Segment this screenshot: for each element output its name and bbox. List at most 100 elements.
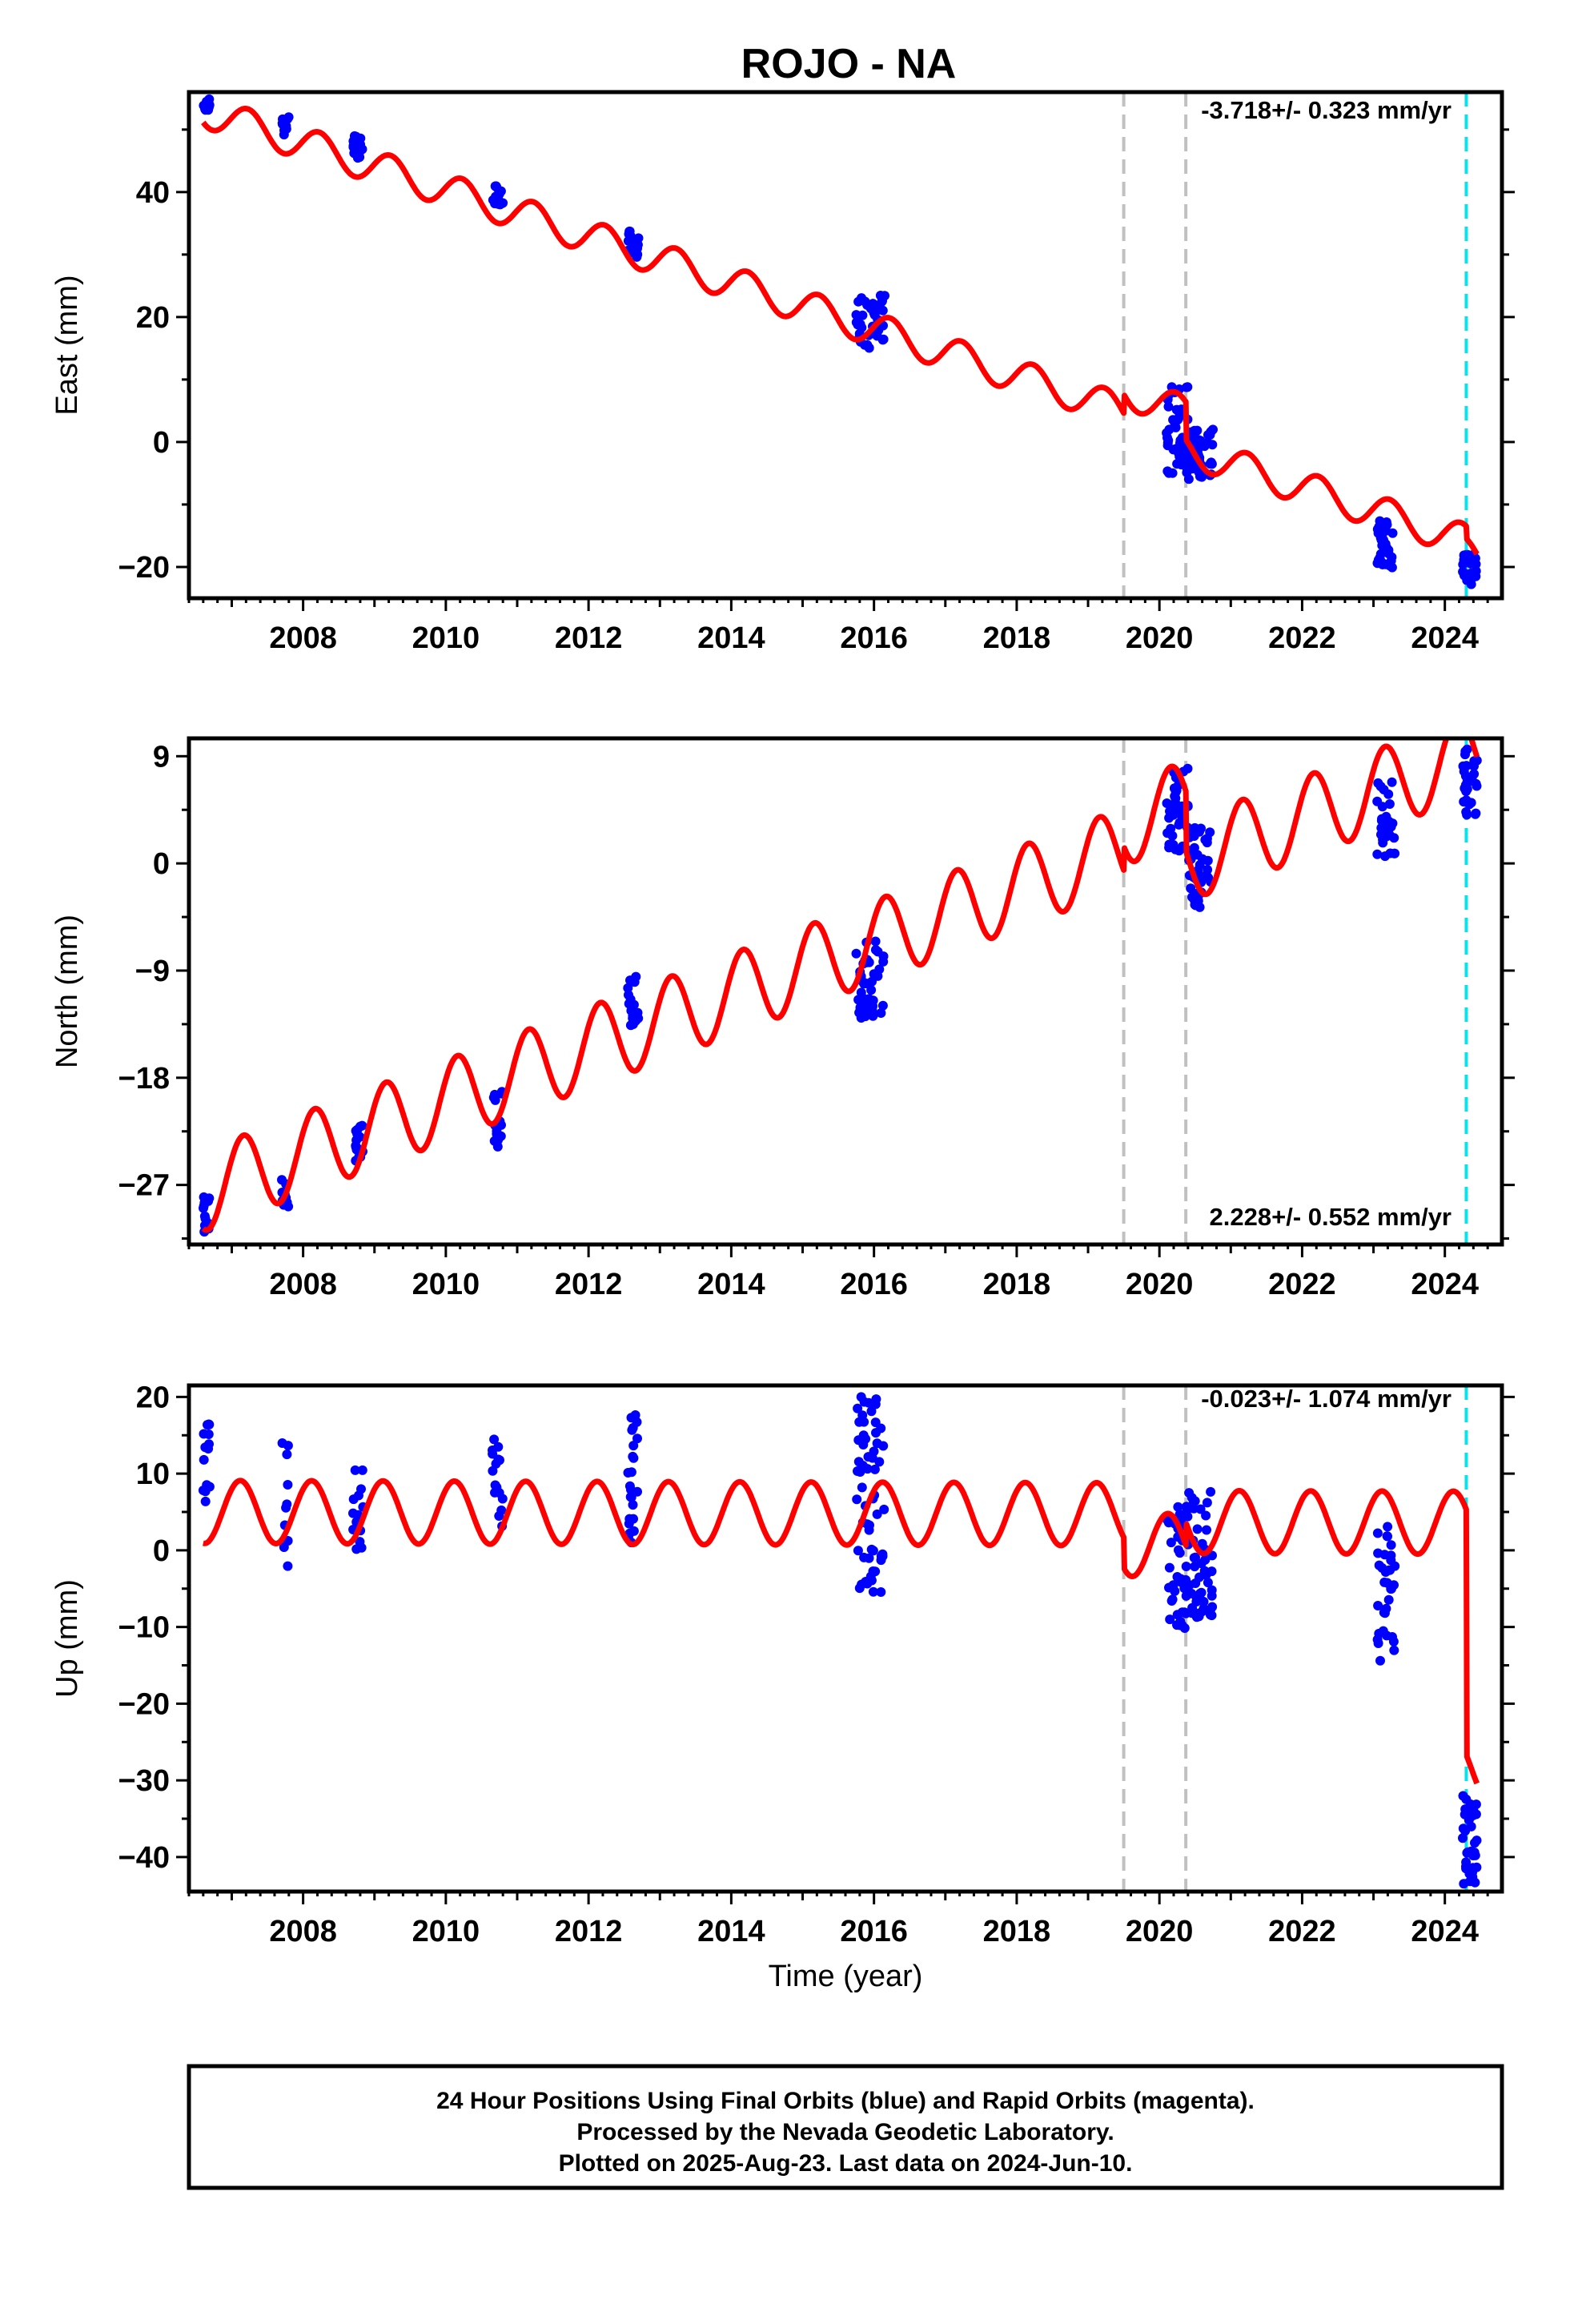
data-point <box>877 1551 888 1562</box>
data-point <box>628 1451 638 1462</box>
data-point <box>1173 415 1183 425</box>
data-point <box>1460 746 1471 757</box>
data-point <box>489 1136 500 1146</box>
data-point <box>1387 562 1397 573</box>
data-point <box>1372 1528 1383 1538</box>
data-point <box>1377 802 1387 812</box>
data-point <box>852 1494 862 1505</box>
data-point <box>1184 1580 1195 1590</box>
data-point <box>1458 1791 1468 1801</box>
data-point <box>1376 557 1387 567</box>
data-point <box>870 1417 881 1428</box>
y-tick-label: 0 <box>153 1534 170 1568</box>
data-point <box>1189 831 1199 841</box>
data-point <box>873 971 883 981</box>
data-point <box>632 1486 642 1497</box>
data-point <box>1377 541 1387 551</box>
data-point <box>1162 466 1173 476</box>
data-point <box>492 195 503 205</box>
data-point <box>1164 424 1174 435</box>
data-point <box>279 130 289 140</box>
data-point <box>853 1466 862 1476</box>
data-point <box>1195 1572 1204 1582</box>
panel-up: 2008 2010 2012 2014 2016 2018 2020 2022 2024−40−… <box>50 1381 1515 1993</box>
data-point <box>876 1587 886 1597</box>
data-point <box>357 1120 367 1131</box>
data-point <box>1468 1810 1479 1820</box>
data-point <box>283 1441 293 1451</box>
data-point <box>859 1552 869 1562</box>
data-point <box>283 1201 294 1212</box>
panel-east: 2008 2010 2012 2014 2016 2018 2020 2022 2024 −20 0… <box>50 90 1515 655</box>
data-point <box>355 139 366 150</box>
data-point <box>874 301 885 312</box>
data-point <box>1375 782 1386 791</box>
panel-frame <box>187 1383 1504 1894</box>
data-point <box>624 227 635 236</box>
data-point <box>870 936 881 947</box>
data-point <box>633 233 644 243</box>
data-point <box>871 1428 881 1438</box>
y-tick-label: −30 <box>118 1764 170 1798</box>
data-point <box>855 1003 865 1013</box>
data-point <box>626 1467 636 1478</box>
data-point <box>357 1465 367 1475</box>
data-point <box>1207 1585 1217 1595</box>
data-point <box>1470 809 1480 819</box>
data-point <box>283 1480 293 1490</box>
data-point <box>630 1410 640 1420</box>
data-point <box>623 235 633 246</box>
data-point <box>857 293 866 304</box>
data-point <box>632 1433 642 1444</box>
data-point <box>1464 799 1475 810</box>
data-point <box>1203 865 1213 875</box>
y-tick-label: 20 <box>136 301 170 335</box>
data-point <box>1190 1562 1200 1572</box>
data-point <box>1168 810 1178 820</box>
data-point <box>866 1575 877 1586</box>
data-point <box>868 1546 878 1556</box>
data-point <box>1376 815 1387 826</box>
data-point <box>857 1579 867 1590</box>
data-point <box>1387 1583 1396 1594</box>
data-point <box>1373 1548 1383 1558</box>
data-point <box>632 243 643 253</box>
data-point <box>204 1482 215 1492</box>
x-tick-label: 2020 <box>1126 1915 1194 1948</box>
data-point <box>856 987 866 998</box>
x-tick-label: 2012 <box>555 1915 623 1948</box>
y-tick-label: −20 <box>118 551 170 585</box>
x-tick-label: 2008 <box>269 1915 337 1948</box>
panel-frame <box>187 90 1504 601</box>
data-point <box>1207 1602 1218 1612</box>
data-point <box>488 1466 498 1476</box>
data-point <box>489 1434 500 1445</box>
data-point <box>1186 883 1196 894</box>
x-tick-label: 2020 <box>1126 1268 1194 1301</box>
data-point <box>1468 1872 1478 1882</box>
data-point <box>1386 1540 1396 1550</box>
data-point <box>869 1464 880 1474</box>
data-point <box>869 1446 879 1457</box>
data-point <box>1206 1486 1216 1497</box>
y-tick-label: −40 <box>118 1841 170 1875</box>
y-tick-label: 10 <box>136 1458 170 1491</box>
data-point <box>868 1001 878 1011</box>
data-point <box>623 983 633 993</box>
data-point <box>1173 1502 1183 1512</box>
data-point <box>350 1465 360 1475</box>
data-point <box>1182 382 1192 392</box>
plot-area <box>199 738 1482 1244</box>
data-point <box>1190 1496 1200 1506</box>
data-point <box>870 945 881 955</box>
panel-north: 2008 2010 2012 2014 2016 2018 2020 2022 2024 −27 −… <box>50 736 1515 1301</box>
footer-line-3: Plotted on 2025-Aug-23. Last data on 202… <box>559 2150 1133 2177</box>
data-point <box>1187 464 1198 474</box>
x-tick-label: 2008 <box>269 621 337 655</box>
plot-area <box>199 92 1481 598</box>
data-point <box>1458 1823 1468 1834</box>
x-tick-label: 2022 <box>1268 621 1336 655</box>
x-tick-label: 2014 <box>697 1915 765 1948</box>
data-point <box>624 999 634 1009</box>
data-point <box>853 320 863 330</box>
